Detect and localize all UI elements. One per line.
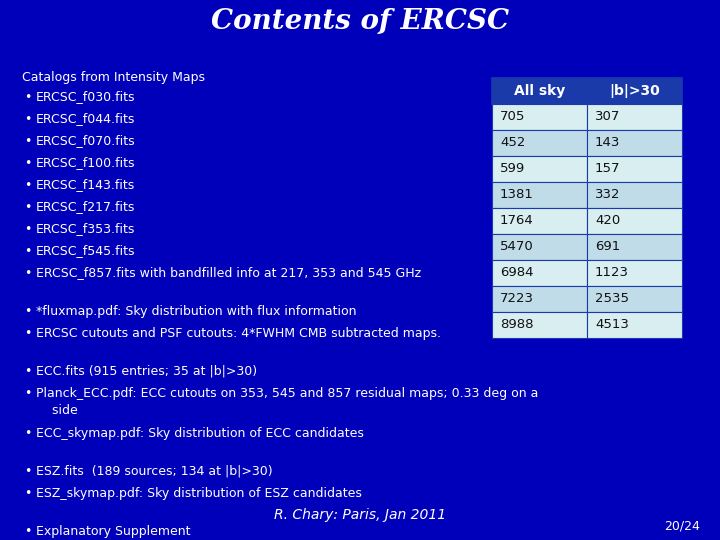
Text: Catalogs from Intensity Maps: Catalogs from Intensity Maps (22, 71, 205, 84)
Bar (587, 234, 682, 260)
Bar (492, 234, 587, 260)
Text: ERCSC_f044.fits: ERCSC_f044.fits (36, 112, 135, 125)
Text: ERCSC_f545.fits: ERCSC_f545.fits (36, 245, 135, 258)
Bar (492, 312, 587, 338)
Text: •: • (24, 427, 32, 440)
Text: •: • (24, 245, 32, 258)
Text: side: side (36, 404, 78, 417)
Bar (492, 260, 587, 286)
Text: |b|>30: |b|>30 (609, 84, 660, 98)
Text: ERCSC cutouts and PSF cutouts: 4*FWHM CMB subtracted maps.: ERCSC cutouts and PSF cutouts: 4*FWHM CM… (36, 327, 441, 340)
Text: •: • (24, 222, 32, 235)
Bar (587, 78, 682, 104)
Text: ECC.fits (915 entries; 35 at |b|>30): ECC.fits (915 entries; 35 at |b|>30) (36, 364, 257, 377)
Text: •: • (24, 267, 32, 280)
Bar (492, 208, 587, 234)
Bar (492, 286, 587, 312)
Text: 157: 157 (595, 163, 621, 176)
Text: Explanatory Supplement: Explanatory Supplement (36, 524, 191, 537)
Text: 8988: 8988 (500, 319, 534, 332)
Bar (587, 156, 682, 182)
Text: 4513: 4513 (595, 319, 629, 332)
Text: •: • (24, 179, 32, 192)
Text: Planck_ECC.pdf: ECC cutouts on 353, 545 and 857 residual maps; 0.33 deg on a: Planck_ECC.pdf: ECC cutouts on 353, 545 … (36, 387, 539, 400)
Text: ESZ_skymap.pdf: Sky distribution of ESZ candidates: ESZ_skymap.pdf: Sky distribution of ESZ … (36, 487, 362, 500)
Text: Contents of ERCSC: Contents of ERCSC (211, 8, 509, 35)
Text: ESZ.fits  (189 sources; 134 at |b|>30): ESZ.fits (189 sources; 134 at |b|>30) (36, 464, 273, 477)
Text: •: • (24, 464, 32, 477)
Bar (587, 286, 682, 312)
Bar (492, 182, 587, 208)
Bar (587, 182, 682, 208)
Text: 5470: 5470 (500, 240, 534, 253)
Text: 1764: 1764 (500, 214, 534, 227)
Text: ERCSC_f030.fits: ERCSC_f030.fits (36, 91, 135, 104)
Text: 6984: 6984 (500, 267, 534, 280)
Text: ERCSC_f857.fits with bandfilled info at 217, 353 and 545 GHz: ERCSC_f857.fits with bandfilled info at … (36, 267, 421, 280)
Bar (492, 156, 587, 182)
Text: ERCSC_f070.fits: ERCSC_f070.fits (36, 134, 135, 147)
Text: •: • (24, 364, 32, 377)
Bar (492, 104, 587, 130)
Text: 420: 420 (595, 214, 620, 227)
Text: •: • (24, 487, 32, 500)
Text: •: • (24, 327, 32, 340)
Text: 691: 691 (595, 240, 620, 253)
Bar (492, 78, 587, 104)
Text: ERCSC_f353.fits: ERCSC_f353.fits (36, 222, 135, 235)
Bar (587, 260, 682, 286)
Text: 7223: 7223 (500, 293, 534, 306)
Text: 2535: 2535 (595, 293, 629, 306)
Bar (587, 312, 682, 338)
Text: •: • (24, 200, 32, 213)
Text: ERCSC_f100.fits: ERCSC_f100.fits (36, 157, 135, 170)
Bar (587, 130, 682, 156)
Text: 20/24: 20/24 (664, 519, 700, 532)
Text: •: • (24, 91, 32, 104)
Text: •: • (24, 524, 32, 537)
Text: R. Chary: Paris, Jan 2011: R. Chary: Paris, Jan 2011 (274, 508, 446, 522)
Text: 705: 705 (500, 111, 526, 124)
Text: All sky: All sky (514, 84, 565, 98)
Text: •: • (24, 305, 32, 318)
Text: ERCSC_f143.fits: ERCSC_f143.fits (36, 179, 135, 192)
Text: 1381: 1381 (500, 188, 534, 201)
Text: 1123: 1123 (595, 267, 629, 280)
Text: ECC_skymap.pdf: Sky distribution of ECC candidates: ECC_skymap.pdf: Sky distribution of ECC … (36, 427, 364, 440)
Text: •: • (24, 112, 32, 125)
Text: 599: 599 (500, 163, 526, 176)
Text: 307: 307 (595, 111, 621, 124)
Text: *fluxmap.pdf: Sky distribution with flux information: *fluxmap.pdf: Sky distribution with flux… (36, 305, 356, 318)
Text: •: • (24, 134, 32, 147)
Text: 452: 452 (500, 137, 526, 150)
Text: 332: 332 (595, 188, 621, 201)
Bar (587, 104, 682, 130)
Bar (492, 130, 587, 156)
Text: •: • (24, 387, 32, 400)
Bar (587, 208, 682, 234)
Text: 143: 143 (595, 137, 621, 150)
Text: •: • (24, 157, 32, 170)
Text: ERCSC_f217.fits: ERCSC_f217.fits (36, 200, 135, 213)
